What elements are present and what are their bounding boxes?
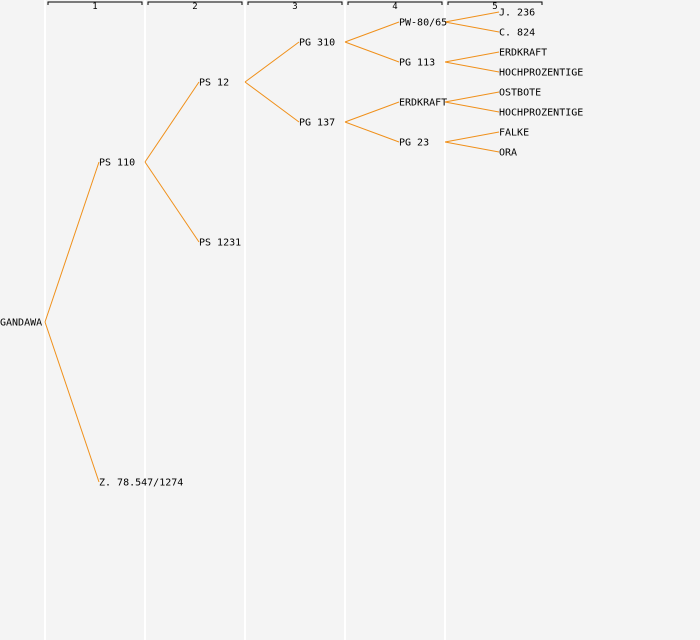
pedigree-node: HOCHPROZENTIGE (499, 68, 583, 79)
connector-line (444, 21, 500, 33)
node-label: HOCHPROZENTIGE (499, 68, 583, 79)
node-label: J. 236 (499, 8, 535, 19)
pedigree-node: PS 1231 (199, 238, 241, 249)
node-label: PG 23 (399, 138, 429, 149)
pedigree-node: OSTBOTE (499, 88, 541, 99)
generation-number: 3 (292, 2, 297, 12)
generation-bracket (447, 1, 543, 5)
generation-columns (44, 0, 446, 640)
connector-line (444, 51, 500, 63)
connector-line (244, 41, 300, 83)
generation-number: 1 (92, 2, 97, 12)
node-label: PG 113 (399, 58, 435, 69)
generation-bracket (247, 1, 343, 5)
generation-headers: 1 2 3 4 5 (47, 1, 543, 12)
connector-line (444, 131, 500, 143)
node-label: ERDKRAFT (499, 48, 547, 59)
connector-line (444, 101, 500, 113)
generation-number: 2 (192, 2, 197, 12)
connector-line (244, 81, 300, 123)
pedigree-node: PS 12 (199, 78, 229, 89)
pedigree-node: ERDKRAFT (499, 48, 547, 59)
pedigree-node: PG 113 (399, 58, 435, 69)
connector-line (144, 81, 200, 163)
node-label: PG 310 (299, 38, 335, 49)
connector-line (44, 321, 100, 483)
connector-line (344, 41, 400, 63)
generation-bracket (347, 1, 443, 5)
node-labels: GANDAWA PS 110 PS 12 PG 310 PW-80/65 J. 236 C.… (0, 8, 583, 489)
pedigree-node: J. 236 (499, 8, 535, 19)
connector-line (344, 21, 400, 43)
connector-line (444, 91, 500, 103)
generation-number: 4 (392, 2, 397, 12)
node-label: Z. 78.547/1274 (99, 478, 183, 489)
connector-line (444, 141, 500, 153)
connector-line (344, 121, 400, 143)
generation-bracket (147, 1, 243, 5)
node-label: C. 824 (499, 28, 535, 39)
pedigree-node: PG 310 (299, 38, 335, 49)
node-label: PS 12 (199, 78, 229, 89)
node-label: ORA (499, 148, 517, 159)
pedigree-node: FALKE (499, 128, 529, 139)
pedigree-node: ORA (499, 148, 517, 159)
connector-line (444, 61, 500, 73)
connector-line (444, 11, 500, 23)
connector-line (144, 161, 200, 243)
pedigree-node: C. 824 (499, 28, 535, 39)
connector-lines (44, 11, 500, 483)
node-label: HOCHPROZENTIGE (499, 108, 583, 119)
pedigree-node: PS 110 (99, 158, 135, 169)
node-label: PG 137 (299, 118, 335, 129)
pedigree-node: Z. 78.547/1274 (99, 478, 183, 489)
pedigree-node: PW-80/65 (399, 18, 447, 29)
node-label: GANDAWA (0, 318, 42, 329)
pedigree-node: HOCHPROZENTIGE (499, 108, 583, 119)
node-label: PW-80/65 (399, 18, 447, 29)
node-label: OSTBOTE (499, 88, 541, 99)
pedigree-node: PG 23 (399, 138, 429, 149)
connector-line (344, 101, 400, 123)
node-label: PS 1231 (199, 238, 241, 249)
generation-bracket (47, 1, 143, 5)
node-label: ERDKRAFT (399, 98, 447, 109)
generation-number: 5 (492, 2, 497, 12)
connector-line (44, 161, 100, 323)
node-label: FALKE (499, 128, 529, 139)
pedigree-node: GANDAWA (0, 318, 42, 329)
node-label: PS 110 (99, 158, 135, 169)
pedigree-node: ERDKRAFT (399, 98, 447, 109)
pedigree-node: PG 137 (299, 118, 335, 129)
